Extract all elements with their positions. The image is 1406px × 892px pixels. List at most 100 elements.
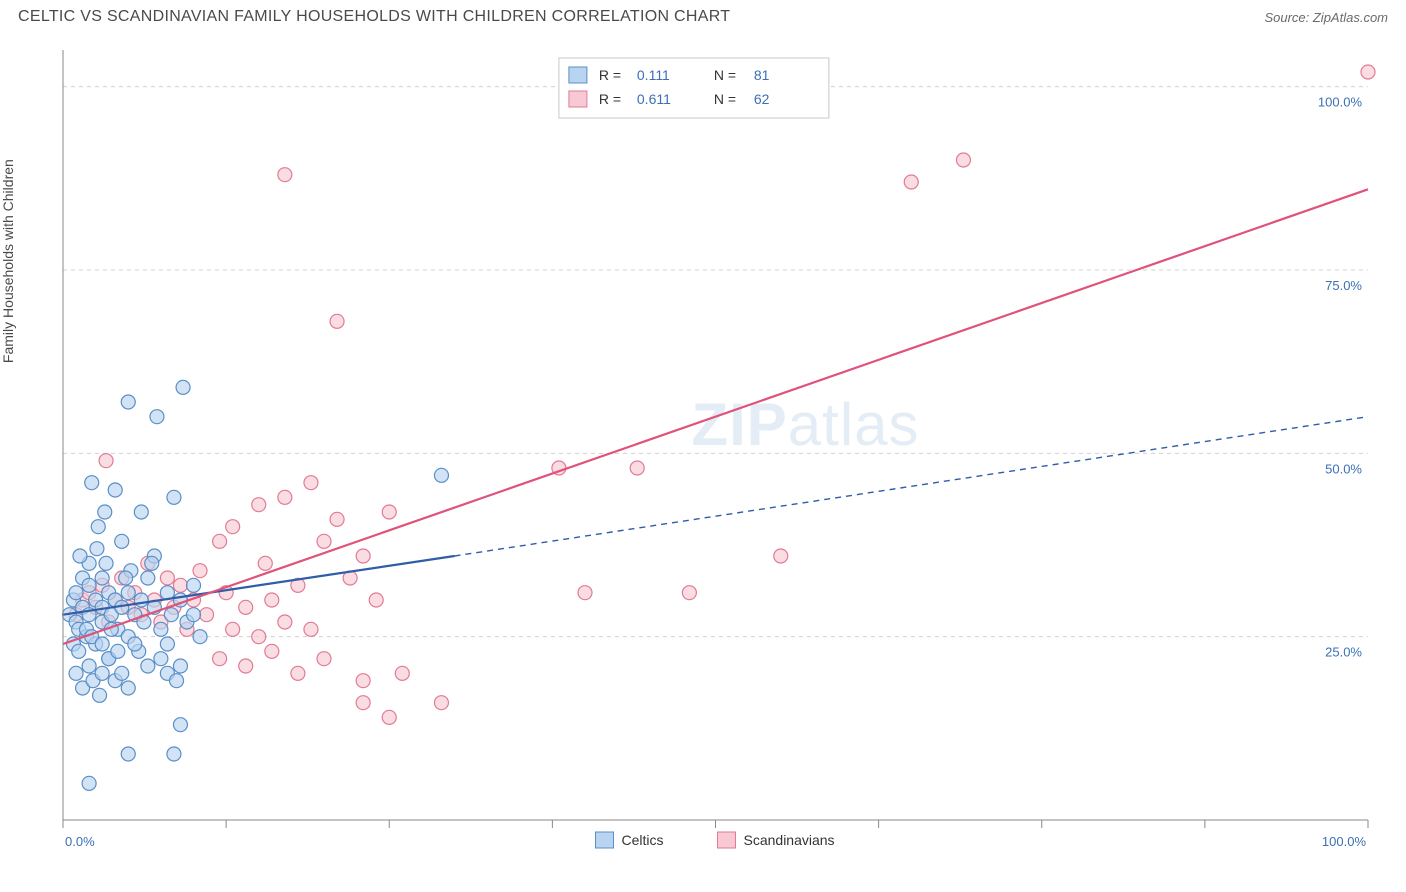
data-point xyxy=(115,534,129,548)
data-point xyxy=(356,674,370,688)
data-point xyxy=(173,659,187,673)
source-attribution: Source: ZipAtlas.com xyxy=(1264,10,1388,25)
data-point xyxy=(904,175,918,189)
data-point xyxy=(160,637,174,651)
data-point xyxy=(145,556,159,570)
data-point xyxy=(304,476,318,490)
data-point xyxy=(173,718,187,732)
data-point xyxy=(382,505,396,519)
data-point xyxy=(119,571,133,585)
data-point xyxy=(356,549,370,563)
data-point xyxy=(239,659,253,673)
data-point xyxy=(69,666,83,680)
data-point xyxy=(258,556,272,570)
data-point xyxy=(95,637,109,651)
data-point xyxy=(128,637,142,651)
data-point xyxy=(154,652,168,666)
legend-n-label: N = xyxy=(714,67,736,83)
data-point xyxy=(160,571,174,585)
data-point xyxy=(176,380,190,394)
data-point xyxy=(170,674,184,688)
y-tick-label: 25.0% xyxy=(1325,645,1362,660)
data-point xyxy=(317,534,331,548)
data-point xyxy=(99,556,113,570)
data-point xyxy=(434,696,448,710)
data-point xyxy=(369,593,383,607)
data-point xyxy=(239,600,253,614)
data-point xyxy=(226,622,240,636)
watermark: ZIPatlas xyxy=(691,391,919,458)
data-point xyxy=(73,549,87,563)
data-point xyxy=(115,666,129,680)
data-point xyxy=(154,622,168,636)
data-point xyxy=(187,578,201,592)
data-point xyxy=(95,571,109,585)
x-tick-label: 100.0% xyxy=(1322,834,1367,849)
data-point xyxy=(167,490,181,504)
data-point xyxy=(98,505,112,519)
legend-r-value: 0.111 xyxy=(637,67,670,83)
data-point xyxy=(330,512,344,526)
legend-swatch xyxy=(569,91,587,107)
data-point xyxy=(630,461,644,475)
data-point xyxy=(774,549,788,563)
data-point xyxy=(187,608,201,622)
data-point xyxy=(226,520,240,534)
data-point xyxy=(150,410,164,424)
data-point xyxy=(134,505,148,519)
data-point xyxy=(72,644,86,658)
data-point xyxy=(167,747,181,761)
data-point xyxy=(121,747,135,761)
data-point xyxy=(121,395,135,409)
data-point xyxy=(356,696,370,710)
scatter-chart: 25.0% 50.0% 75.0% 100.0% ZIPatlas 0.0% 100.0% R… xyxy=(18,40,1388,874)
legend-swatch xyxy=(569,67,587,83)
legend-r-label: R = xyxy=(599,91,621,107)
legend-r-label: R = xyxy=(599,67,621,83)
data-point xyxy=(330,314,344,328)
data-point xyxy=(193,564,207,578)
data-point xyxy=(252,630,266,644)
data-point xyxy=(164,608,178,622)
data-point xyxy=(682,586,696,600)
y-axis-label: Family Households with Children xyxy=(0,159,16,363)
data-point xyxy=(173,578,187,592)
data-point xyxy=(90,542,104,556)
data-point xyxy=(69,586,83,600)
data-point xyxy=(193,630,207,644)
data-point xyxy=(108,483,122,497)
y-tick-label: 50.0% xyxy=(1325,461,1362,476)
data-point xyxy=(304,622,318,636)
data-point xyxy=(82,776,96,790)
y-tick-label: 100.0% xyxy=(1318,95,1363,110)
data-point xyxy=(265,593,279,607)
legend-n-value: 62 xyxy=(754,91,770,107)
data-point xyxy=(317,652,331,666)
data-point xyxy=(278,168,292,182)
data-point xyxy=(278,615,292,629)
data-point xyxy=(134,593,148,607)
data-point xyxy=(121,681,135,695)
data-point xyxy=(82,659,96,673)
data-point xyxy=(141,659,155,673)
legend-swatch xyxy=(596,832,614,848)
data-point xyxy=(395,666,409,680)
data-point xyxy=(93,688,107,702)
legend-series-label: Celtics xyxy=(622,832,664,848)
data-point xyxy=(141,571,155,585)
data-point xyxy=(382,710,396,724)
data-point xyxy=(91,520,105,534)
data-point xyxy=(291,666,305,680)
legend-n-value: 81 xyxy=(754,67,770,83)
x-tick-label: 0.0% xyxy=(65,834,95,849)
legend-n-label: N = xyxy=(714,91,736,107)
chart-title: CELTIC VS SCANDINAVIAN FAMILY HOUSEHOLDS… xyxy=(18,8,730,26)
data-point xyxy=(99,454,113,468)
y-tick-label: 75.0% xyxy=(1325,278,1362,293)
data-point xyxy=(111,644,125,658)
legend-swatch xyxy=(718,832,736,848)
chart-container: Family Households with Children 25.0%50.… xyxy=(18,40,1388,874)
data-point xyxy=(82,578,96,592)
data-point xyxy=(278,490,292,504)
data-point xyxy=(213,534,227,548)
